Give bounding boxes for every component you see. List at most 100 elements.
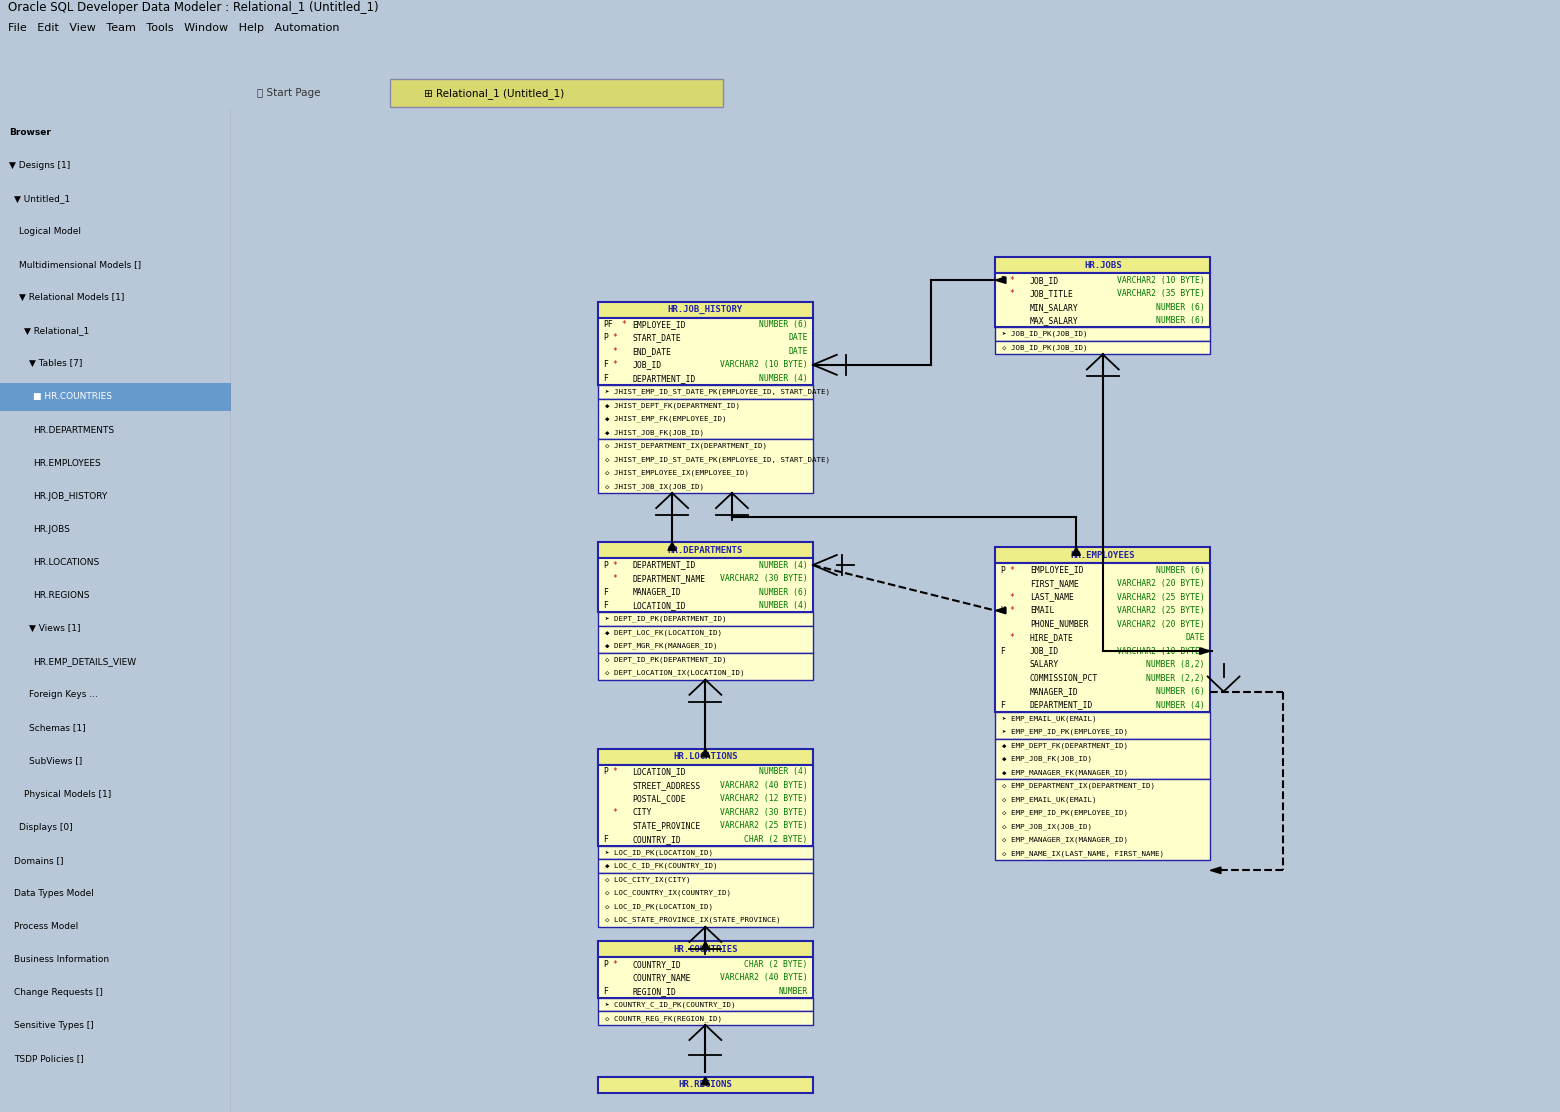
- Text: HR.LOCATIONS: HR.LOCATIONS: [672, 753, 738, 762]
- Text: *: *: [1009, 593, 1014, 602]
- Text: NUMBER (2,2): NUMBER (2,2): [1147, 674, 1204, 683]
- Bar: [995, 780, 1211, 861]
- Text: ▼ Untitled_1: ▼ Untitled_1: [14, 193, 70, 202]
- Text: HR.EMPLOYEES: HR.EMPLOYEES: [1070, 550, 1136, 559]
- Bar: [597, 860, 813, 873]
- Text: ◇ EMP_JOB_IX(JOB_ID): ◇ EMP_JOB_IX(JOB_ID): [1002, 823, 1092, 830]
- Text: NUMBER (6): NUMBER (6): [758, 587, 808, 596]
- Bar: [597, 1076, 813, 1093]
- Text: START_DATE: START_DATE: [632, 334, 682, 342]
- Bar: [597, 846, 813, 860]
- Text: *: *: [1009, 633, 1014, 642]
- Text: NUMBER (6): NUMBER (6): [1156, 687, 1204, 696]
- Text: ▼ Views [1]: ▼ Views [1]: [28, 624, 80, 633]
- Text: LOCATION_ID: LOCATION_ID: [632, 600, 686, 610]
- Text: CITY: CITY: [632, 807, 652, 816]
- Text: ◇ JHIST_EMPLOYEE_IX(EMPLOYEE_ID): ◇ JHIST_EMPLOYEE_IX(EMPLOYEE_ID): [605, 469, 749, 476]
- Text: *: *: [613, 360, 618, 369]
- Text: NUMBER (4): NUMBER (4): [758, 560, 808, 569]
- Bar: [995, 274, 1211, 327]
- Text: U: U: [1000, 606, 1006, 615]
- Bar: [995, 547, 1211, 564]
- Text: DEPARTMENT_NAME: DEPARTMENT_NAME: [632, 574, 705, 583]
- Text: ■ HR.COUNTRIES: ■ HR.COUNTRIES: [33, 393, 112, 401]
- Text: Business Information: Business Information: [14, 955, 109, 964]
- Text: HIRE_DATE: HIRE_DATE: [1030, 633, 1073, 642]
- Bar: [995, 327, 1211, 341]
- Text: *: *: [613, 334, 618, 342]
- Text: CHAR (2 BYTE): CHAR (2 BYTE): [744, 835, 808, 844]
- Text: VARCHAR2 (12 BYTE): VARCHAR2 (12 BYTE): [719, 794, 808, 803]
- Text: HR.JOB_HISTORY: HR.JOB_HISTORY: [33, 492, 108, 500]
- Bar: [597, 765, 813, 846]
- Polygon shape: [1072, 547, 1081, 555]
- Text: F: F: [604, 835, 608, 844]
- Text: *: *: [613, 574, 618, 583]
- Text: JOB_ID: JOB_ID: [1030, 276, 1059, 285]
- Text: ◆ DEPT_MGR_FK(MANAGER_ID): ◆ DEPT_MGR_FK(MANAGER_ID): [605, 643, 718, 649]
- Text: HR.JOBS: HR.JOBS: [1084, 261, 1122, 270]
- Text: VARCHAR2 (40 BYTE): VARCHAR2 (40 BYTE): [719, 973, 808, 982]
- Text: LAST_NAME: LAST_NAME: [1030, 593, 1073, 602]
- Polygon shape: [1200, 648, 1211, 654]
- Text: COUNTRY_ID: COUNTRY_ID: [632, 835, 682, 844]
- Bar: [995, 341, 1211, 355]
- Text: ◇ EMP_EMAIL_UK(EMAIL): ◇ EMP_EMAIL_UK(EMAIL): [1002, 796, 1097, 803]
- Text: DEPARTMENT_ID: DEPARTMENT_ID: [1030, 701, 1094, 709]
- Text: VARCHAR2 (25 BYTE): VARCHAR2 (25 BYTE): [719, 821, 808, 831]
- Text: F: F: [1000, 646, 1006, 656]
- Text: *: *: [1009, 606, 1014, 615]
- Text: Process Model: Process Model: [14, 922, 78, 931]
- Text: MANAGER_ID: MANAGER_ID: [1030, 687, 1078, 696]
- Text: Domains []: Domains []: [14, 856, 64, 865]
- Text: *: *: [613, 807, 618, 816]
- Bar: [597, 942, 813, 957]
- Text: DATE: DATE: [788, 347, 808, 356]
- Text: MANAGER_ID: MANAGER_ID: [632, 587, 682, 596]
- Text: HR.REGIONS: HR.REGIONS: [33, 592, 90, 600]
- Text: *: *: [613, 767, 618, 776]
- Text: ◇ JHIST_JOB_IX(JOB_ID): ◇ JHIST_JOB_IX(JOB_ID): [605, 483, 704, 489]
- Text: COMMISSION_PCT: COMMISSION_PCT: [1030, 674, 1098, 683]
- Text: FIRST_NAME: FIRST_NAME: [1030, 579, 1078, 588]
- Text: NUMBER (6): NUMBER (6): [1156, 302, 1204, 311]
- Text: F: F: [604, 587, 608, 596]
- Text: *: *: [1009, 566, 1014, 575]
- Text: ❓ Start Page: ❓ Start Page: [257, 89, 321, 98]
- Text: HR.REGIONS: HR.REGIONS: [679, 1081, 732, 1090]
- Text: END_DATE: END_DATE: [632, 347, 671, 356]
- Text: P: P: [604, 767, 608, 776]
- Text: EMAIL: EMAIL: [1030, 606, 1055, 615]
- Text: SALARY: SALARY: [1030, 661, 1059, 669]
- Text: Physical Models [1]: Physical Models [1]: [23, 790, 111, 798]
- Text: NUMBER (8,2): NUMBER (8,2): [1147, 661, 1204, 669]
- Polygon shape: [995, 277, 1006, 284]
- Text: EMPLOYEE_ID: EMPLOYEE_ID: [632, 320, 686, 329]
- Text: DATE: DATE: [788, 334, 808, 342]
- Text: ◆ EMP_DEPT_FK(DEPARTMENT_ID): ◆ EMP_DEPT_FK(DEPARTMENT_ID): [1002, 742, 1128, 748]
- Text: ◇ EMP_DEPARTMENT_IX(DEPARTMENT_ID): ◇ EMP_DEPARTMENT_IX(DEPARTMENT_ID): [1002, 783, 1154, 790]
- Text: Browser: Browser: [9, 128, 51, 137]
- Text: P: P: [1000, 276, 1006, 285]
- Text: Displays [0]: Displays [0]: [19, 823, 73, 832]
- Bar: [597, 398, 813, 439]
- Text: ◇ DEPT_LOCATION_IX(LOCATION_ID): ◇ DEPT_LOCATION_IX(LOCATION_ID): [605, 669, 744, 676]
- Bar: [995, 712, 1211, 738]
- Text: *: *: [613, 347, 618, 356]
- Text: *: *: [613, 560, 618, 569]
- Bar: [597, 543, 813, 558]
- Text: ◇ EMP_EMP_ID_PK(EMPLOYEE_ID): ◇ EMP_EMP_ID_PK(EMPLOYEE_ID): [1002, 810, 1128, 816]
- Text: HR.JOB_HISTORY: HR.JOB_HISTORY: [668, 305, 743, 314]
- Text: REGION_ID: REGION_ID: [632, 986, 677, 995]
- Text: ◇ EMP_NAME_IX(LAST_NAME, FIRST_NAME): ◇ EMP_NAME_IX(LAST_NAME, FIRST_NAME): [1002, 851, 1164, 857]
- Bar: [597, 385, 813, 398]
- Text: NUMBER (6): NUMBER (6): [758, 320, 808, 329]
- Polygon shape: [1211, 867, 1221, 874]
- Text: P: P: [604, 960, 608, 969]
- Text: ◆ JHIST_JOB_FK(JOB_ID): ◆ JHIST_JOB_FK(JOB_ID): [605, 429, 704, 436]
- Text: MAX_SALARY: MAX_SALARY: [1030, 316, 1078, 325]
- Bar: [995, 564, 1211, 712]
- Text: NUMBER: NUMBER: [778, 986, 808, 995]
- Text: PHONE_NUMBER: PHONE_NUMBER: [1030, 619, 1089, 628]
- Text: P: P: [604, 560, 608, 569]
